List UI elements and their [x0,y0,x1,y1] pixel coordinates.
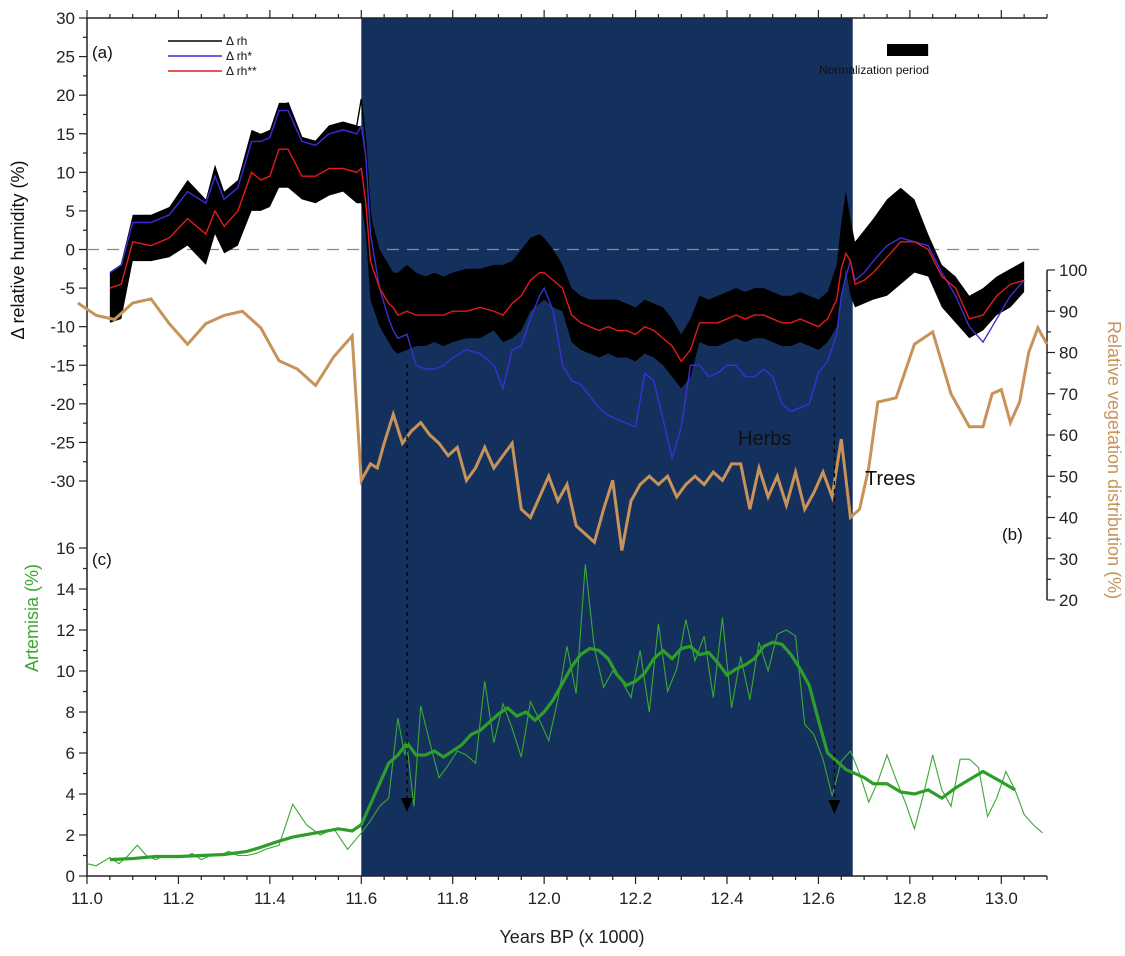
legend-label: Δ rh* [226,49,252,63]
y-tick-label-b: 60 [1059,426,1078,445]
x-tick-label: 11.6 [345,889,377,908]
x-tick-label: 12.0 [528,889,561,908]
series-line-delta-rh-star [109,109,1025,461]
y-tick-label-c: 0 [66,867,75,886]
y-tick-label-b: 80 [1059,344,1078,363]
x-tick-label: 11.4 [254,889,286,908]
y-tick-label-b: 40 [1059,509,1078,528]
legend-label: Δ rh [226,34,247,48]
y-tick-label-b: 20 [1059,591,1078,610]
data-layer [77,44,1049,867]
y-tick-label-c: 8 [66,703,75,722]
normalization-period-label: Normalization period [819,63,929,77]
normalization-period-bar [887,44,929,56]
x-tick-label: 11.8 [437,889,469,908]
x-tick-label: 11.0 [71,889,103,908]
x-tick-label: 13.0 [985,889,1018,908]
x-tick-label: 12.4 [710,889,743,908]
label-layer: (a) (b) (c) Herbs Trees Normalization pe… [8,43,1124,947]
y-tick-label-b: 70 [1059,385,1078,404]
x-tick-label: 12.8 [893,889,926,908]
annotation-herbs: Herbs [738,428,791,450]
y-tick-label-a: 5 [66,202,75,221]
legend-label: Δ rh** [226,64,257,78]
series-line-delta-rh-double-star [109,148,1025,363]
y-tick-label-c: 16 [56,539,75,558]
y-tick-label-c: 10 [56,662,75,681]
y-tick-label-c: 14 [56,580,75,599]
y-tick-label-a: 20 [56,86,75,105]
series-line-delta-rh [109,98,1025,359]
y-tick-label-c: 4 [66,785,75,804]
y-tick-label-a: -20 [50,395,75,414]
x-tick-label: 12.2 [619,889,652,908]
y-tick-label-a: 30 [56,9,75,28]
arrowhead-icon [401,798,413,812]
y-tick-label-a: -25 [50,433,75,452]
y-tick-label-b: 30 [1059,550,1078,569]
y-tick-label-a: 0 [66,241,75,260]
y-tick-label-a: -10 [50,318,75,337]
x-axis-title: Years BP (x 1000) [499,927,644,947]
x-tick-label: 11.2 [163,889,195,908]
panel-label-a: (a) [92,43,113,62]
series-line-artemisia-raw [86,564,1043,867]
y-tick-label-a: -5 [60,279,75,298]
series-line-trees [77,297,1049,551]
y-tick-label-c: 12 [56,621,75,640]
y-tick-label-c: 6 [66,744,75,763]
y-axis-title-vegetation: Relative vegetation distribution (%) [1104,321,1124,599]
annotation-trees: Trees [865,468,915,490]
arrowhead-icon [828,800,841,814]
y-tick-label-b: 90 [1059,302,1078,321]
series-line-artemisia-smoothed [109,640,1016,862]
panel-label-c: (c) [92,550,112,569]
y-tick-label-c: 2 [66,826,75,845]
x-tick-label: 12.6 [802,889,835,908]
legend: Δ rhΔ rh*Δ rh** [168,34,257,78]
y-tick-label-a: 15 [56,125,75,144]
y-axis-title-artemisia: Artemisia (%) [22,564,42,672]
y-tick-label-a: 25 [56,48,75,67]
y-tick-label-b: 100 [1059,261,1087,280]
y-tick-label-b: 50 [1059,467,1078,486]
y-tick-label-a: 10 [56,163,75,182]
panel-label-b: (b) [1002,525,1023,544]
y-axis-title-humidity: Δ relative humidity (%) [8,160,28,339]
y-tick-label-a: -30 [50,472,75,491]
y-tick-label-a: -15 [50,356,75,375]
